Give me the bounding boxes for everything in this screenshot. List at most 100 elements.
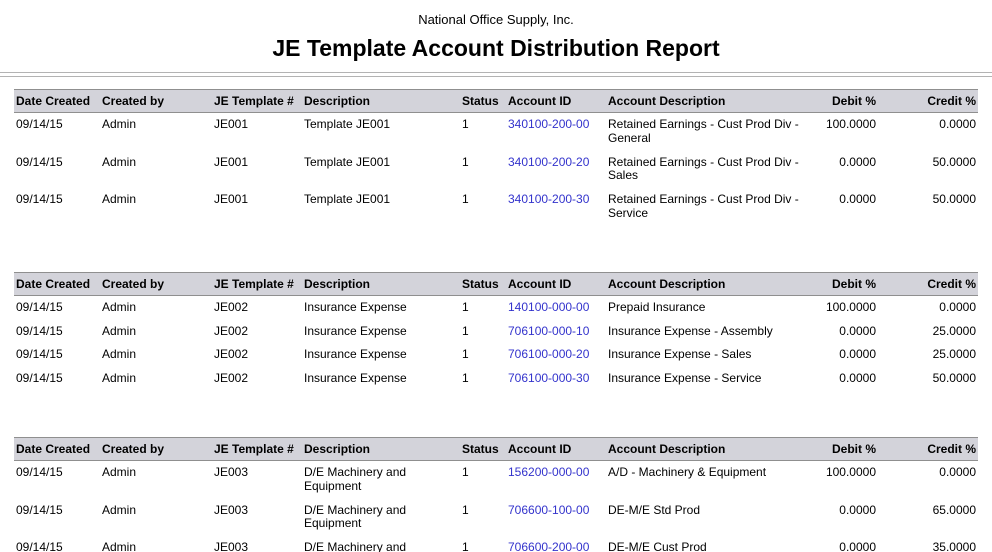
cell-created-by: Admin bbox=[102, 540, 137, 552]
cell-credit-pct: 50.0000 bbox=[932, 371, 976, 386]
cell-je-template-number: JE002 bbox=[214, 299, 249, 314]
table-row: 09/14/15 Admin JE001 Template JE001 1 340100-… bbox=[14, 188, 978, 226]
cell-je-template-number: JE003 bbox=[214, 502, 249, 517]
column-header-description: Description bbox=[302, 89, 460, 113]
column-header-account-id: Account ID bbox=[506, 436, 606, 461]
cell-je-template-number: JE002 bbox=[214, 371, 249, 386]
cell-je-template-number: JE002 bbox=[214, 347, 249, 362]
cell-account-id: 706600-200-00 bbox=[506, 536, 606, 552]
page-title: JE Template Account Distribution Report bbox=[272, 35, 720, 61]
account-id-link[interactable]: 706100-000-30 bbox=[508, 371, 590, 386]
cell-created-by: Admin bbox=[102, 299, 137, 314]
column-header-description: Description bbox=[302, 271, 460, 296]
account-id-link[interactable]: 340100-200-20 bbox=[508, 154, 590, 169]
cell-status: 1 bbox=[462, 347, 469, 362]
cell-credit-pct: 0.0000 bbox=[939, 117, 976, 131]
table-row: 09/14/15 Admin JE001 Template JE001 1 340100-… bbox=[14, 151, 978, 189]
cell-je-template-number: JE001 bbox=[214, 192, 249, 207]
cell-status: 1 bbox=[462, 502, 469, 517]
cell-debit-pct: 100.0000 bbox=[825, 117, 876, 131]
column-header-je-template-number: JE Template # bbox=[212, 436, 302, 461]
cell-status: 1 bbox=[462, 117, 469, 131]
cell-debit-pct: 100.0000 bbox=[825, 464, 876, 479]
report-table: Date Created Created by JE Template # Descr… bbox=[14, 271, 978, 391]
cell-debit-pct: 0.0000 bbox=[839, 540, 876, 552]
cell-credit-pct: 65.0000 bbox=[932, 502, 976, 517]
cell-description: D/E Machinery and Equipment bbox=[304, 540, 407, 552]
cell-je-template-number: JE001 bbox=[214, 154, 249, 169]
column-header-account-id: Account ID bbox=[506, 89, 606, 113]
cell-account-id: 340100-200-30 bbox=[506, 188, 606, 226]
table-row: 09/14/15 Admin JE002 Insurance Expense 1 7061… bbox=[14, 367, 978, 391]
cell-status: 1 bbox=[462, 299, 469, 314]
table-row: 09/14/15 Admin JE002 Insurance Expense 1 7061… bbox=[14, 320, 978, 344]
cell-status: 1 bbox=[462, 323, 469, 338]
cell-je-template-number: JE003 bbox=[214, 540, 249, 552]
cell-account-description: A/D - Machinery & Equipment bbox=[608, 464, 767, 479]
table-row: 09/14/15 Admin JE001 Template JE001 1 340100-… bbox=[14, 113, 978, 151]
cell-date-created: 09/14/15 bbox=[16, 154, 63, 169]
account-id-link[interactable]: 340100-200-00 bbox=[508, 117, 590, 131]
cell-account-id: 140100-000-00 bbox=[506, 295, 606, 319]
cell-date-created: 09/14/15 bbox=[16, 464, 63, 479]
cell-date-created: 09/14/15 bbox=[16, 117, 63, 131]
column-header-status: Status bbox=[460, 436, 506, 461]
cell-created-by: Admin bbox=[102, 347, 137, 362]
cell-debit-pct: 0.0000 bbox=[839, 154, 876, 169]
cell-credit-pct: 0.0000 bbox=[939, 464, 976, 479]
column-header-created-by: Created by bbox=[100, 89, 212, 113]
cell-description: Insurance Expense bbox=[304, 323, 407, 338]
header-row: Date Created Created by JE Template # Descr… bbox=[14, 271, 978, 296]
cell-account-id: 706100-000-10 bbox=[506, 320, 606, 344]
cell-created-by: Admin bbox=[102, 371, 137, 386]
account-id-link[interactable]: 706100-000-20 bbox=[508, 347, 590, 362]
column-header-account-description: Account Description bbox=[606, 89, 808, 113]
column-header-status: Status bbox=[460, 89, 506, 113]
cell-account-id: 706100-000-20 bbox=[506, 343, 606, 367]
table-row: 09/14/15 Admin JE003 D/E Machinery and Equi… bbox=[14, 536, 978, 552]
cell-je-template-number: JE002 bbox=[214, 323, 249, 338]
account-id-link[interactable]: 706100-000-10 bbox=[508, 323, 590, 338]
cell-account-description: Insurance Expense - Service bbox=[608, 371, 762, 386]
column-header-credit-pct: Credit % bbox=[878, 89, 978, 113]
cell-credit-pct: 50.0000 bbox=[932, 192, 976, 207]
cell-date-created: 09/14/15 bbox=[16, 347, 63, 362]
report-tables: Date Created Created by JE Template # Descr… bbox=[0, 89, 992, 552]
column-header-date-created: Date Created bbox=[14, 89, 100, 113]
cell-description: D/E Machinery and Equipment bbox=[304, 502, 407, 531]
column-header-debit-pct: Debit % bbox=[808, 89, 878, 113]
cell-debit-pct: 100.0000 bbox=[825, 299, 876, 314]
cell-account-id: 340100-200-00 bbox=[506, 113, 606, 151]
cell-description: Insurance Expense bbox=[304, 347, 407, 362]
table-row: 09/14/15 Admin JE002 Insurance Expense 1 7061… bbox=[14, 343, 978, 367]
cell-je-template-number: JE001 bbox=[214, 117, 249, 131]
account-id-link[interactable]: 140100-000-00 bbox=[508, 299, 590, 314]
account-id-link[interactable]: 156200-000-00 bbox=[508, 464, 590, 479]
cell-credit-pct: 50.0000 bbox=[932, 154, 976, 169]
title-divider bbox=[0, 72, 992, 77]
cell-description: Template JE001 bbox=[304, 192, 391, 207]
account-id-link[interactable]: 340100-200-30 bbox=[508, 192, 590, 207]
cell-account-id: 340100-200-20 bbox=[506, 151, 606, 189]
table-row: 09/14/15 Admin JE002 Insurance Expense 1 1401… bbox=[14, 295, 978, 319]
cell-created-by: Admin bbox=[102, 154, 137, 169]
cell-created-by: Admin bbox=[102, 464, 137, 479]
cell-credit-pct: 25.0000 bbox=[932, 347, 976, 362]
cell-date-created: 09/14/15 bbox=[16, 299, 63, 314]
account-id-link[interactable]: 706600-100-00 bbox=[508, 502, 590, 517]
account-id-link[interactable]: 706600-200-00 bbox=[508, 540, 590, 552]
cell-je-template-number: JE003 bbox=[214, 464, 249, 479]
cell-debit-pct: 0.0000 bbox=[839, 502, 876, 517]
cell-account-description: Insurance Expense - Sales bbox=[608, 347, 752, 362]
column-header-description: Description bbox=[302, 436, 460, 461]
cell-status: 1 bbox=[462, 540, 469, 552]
report-table: Date Created Created by JE Template # Descr… bbox=[14, 89, 978, 226]
cell-description: D/E Machinery and Equipment bbox=[304, 464, 407, 493]
column-header-debit-pct: Debit % bbox=[808, 271, 878, 296]
cell-account-description: Prepaid Insurance bbox=[608, 299, 706, 314]
cell-debit-pct: 0.0000 bbox=[839, 347, 876, 362]
column-header-date-created: Date Created bbox=[14, 436, 100, 461]
cell-date-created: 09/14/15 bbox=[16, 502, 63, 517]
cell-description: Insurance Expense bbox=[304, 371, 407, 386]
